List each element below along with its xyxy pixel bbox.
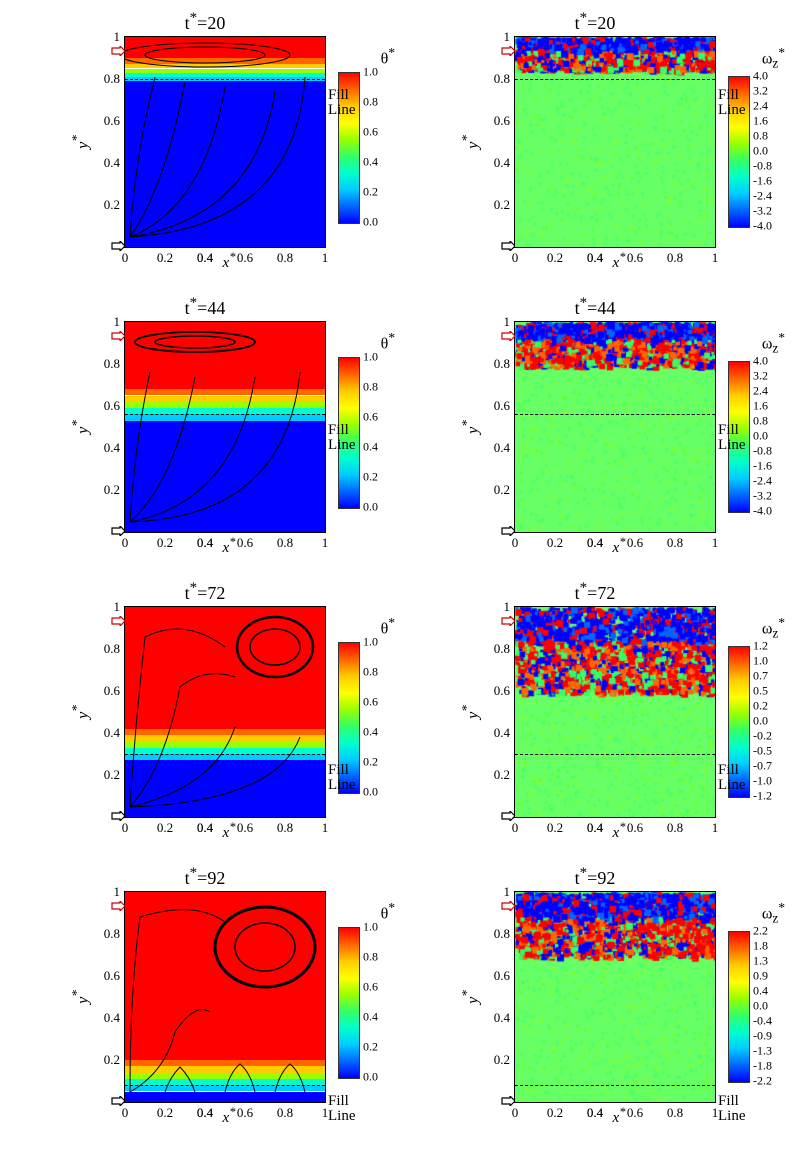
inlet-arrow-top-icon	[501, 898, 515, 908]
panel-theta-t20: t*=20 y* 0.20.40.60.81 FillLine 00.20.40…	[10, 10, 400, 290]
plot-area	[514, 891, 716, 1103]
panel-title: t*=44	[575, 295, 616, 319]
inlet-arrow-top-icon	[111, 613, 125, 623]
y-axis-ticks: 0.20.40.60.81	[484, 607, 514, 817]
colorbar: θ* 0.00.20.40.60.81.0	[338, 45, 395, 224]
panel-title: t*=92	[185, 865, 226, 889]
panel-title: t*=72	[185, 580, 226, 604]
inlet-arrow-bottom-icon	[111, 808, 125, 818]
x-axis-label: x*	[613, 250, 626, 272]
panel-omega-t72: t*=72 y* 0.20.40.60.81 FillLine 00.20.40…	[400, 580, 790, 860]
inlet-arrow-top-icon	[111, 328, 125, 338]
inlet-arrow-bottom-icon	[111, 238, 125, 248]
inlet-arrow-bottom-icon	[111, 1093, 125, 1103]
x-axis-label: x*	[613, 1105, 626, 1127]
inlet-arrow-top-icon	[501, 328, 515, 338]
x-axis: 00.20.40.81 0.4 x* 0.6	[125, 248, 325, 278]
colorbar: θ* 0.00.20.40.60.81.0	[338, 900, 395, 1079]
fill-line	[515, 754, 715, 755]
y-axis-label: y*	[69, 705, 92, 719]
panel-title: t*=44	[185, 295, 226, 319]
x-axis: 00.20.40.81 0.4 x* 0.6	[125, 818, 325, 848]
x-axis: 00.20.40.81 0.4 x* 0.6	[125, 1103, 325, 1133]
y-axis-ticks: 0.20.40.60.81	[484, 892, 514, 1102]
y-axis-ticks: 0.20.40.60.81	[94, 892, 124, 1102]
y-axis-ticks: 0.20.40.60.81	[94, 607, 124, 817]
plot-area	[514, 321, 716, 533]
y-axis-label: y*	[459, 420, 482, 434]
fill-line-label: FillLine	[718, 1094, 746, 1124]
y-axis-label: y*	[69, 420, 92, 434]
inlet-arrow-top-icon	[111, 898, 125, 908]
inlet-arrow-top-icon	[501, 613, 515, 623]
colorbar: ωz* -4.0-3.2-2.4-1.6-0.80.00.81.62.43.24…	[728, 45, 785, 228]
inlet-arrow-top-icon	[501, 43, 515, 53]
y-axis-ticks: 0.20.40.60.81	[484, 322, 514, 532]
x-axis-label: x*	[223, 1105, 236, 1127]
fill-line-label: FillLine	[328, 423, 356, 453]
panel-omega-t44: t*=44 y* 0.20.40.60.81 FillLine 00.20.40…	[400, 295, 790, 575]
fill-line	[515, 414, 715, 415]
x-axis-label: x*	[223, 250, 236, 272]
plot-area	[124, 36, 326, 248]
x-axis: 00.20.40.81 0.4 x* 0.6	[515, 1103, 715, 1133]
fill-line-label: FillLine	[718, 763, 746, 793]
x-axis: 00.20.40.81 0.4 x* 0.6	[515, 533, 715, 563]
y-axis-label: y*	[459, 705, 482, 719]
y-axis-ticks: 0.20.40.60.81	[94, 37, 124, 247]
colorbar: ωz* -2.2-1.8-1.3-0.9-0.40.00.40.91.31.82…	[728, 900, 785, 1083]
x-axis: 00.20.40.81 0.4 x* 0.6	[515, 818, 715, 848]
colorbar: ωz* -4.0-3.2-2.4-1.6-0.80.00.81.62.43.24…	[728, 330, 785, 513]
fill-line	[125, 754, 325, 755]
x-axis-label: x*	[613, 820, 626, 842]
x-axis-label: x*	[223, 820, 236, 842]
inlet-arrow-bottom-icon	[501, 808, 515, 818]
panel-title: t*=20	[185, 10, 226, 34]
fill-line-label: FillLine	[328, 763, 356, 793]
plot-area	[124, 606, 326, 818]
y-axis-label: y*	[459, 990, 482, 1004]
fill-line	[125, 414, 325, 415]
fill-line	[125, 79, 325, 80]
y-axis-label: y*	[459, 135, 482, 149]
inlet-arrow-bottom-icon	[501, 523, 515, 533]
plot-area	[124, 891, 326, 1103]
fill-line	[125, 1085, 325, 1086]
fill-line	[515, 79, 715, 80]
y-axis-ticks: 0.20.40.60.81	[94, 322, 124, 532]
panel-theta-t72: t*=72 y* 0.20.40.60.81 FillLine 00.20.40…	[10, 580, 400, 860]
plot-area	[124, 321, 326, 533]
x-axis-label: x*	[613, 535, 626, 557]
colorbar: θ* 0.00.20.40.60.81.0	[338, 330, 395, 509]
panel-title: t*=72	[575, 580, 616, 604]
plot-area	[514, 36, 716, 248]
fill-line-label: FillLine	[328, 88, 356, 118]
inlet-arrow-top-icon	[111, 43, 125, 53]
panel-omega-t20: t*=20 y* 0.20.40.60.81 FillLine 00.20.40…	[400, 10, 790, 290]
y-axis-label: y*	[69, 990, 92, 1004]
y-axis-label: y*	[69, 135, 92, 149]
fill-line	[515, 1085, 715, 1086]
fill-line-label: FillLine	[718, 88, 746, 118]
plot-area	[514, 606, 716, 818]
panel-title: t*=92	[575, 865, 616, 889]
panel-omega-t92: t*=92 y* 0.20.40.60.81 FillLine 00.20.40…	[400, 865, 790, 1145]
y-axis-ticks: 0.20.40.60.81	[484, 37, 514, 247]
x-axis: 00.20.40.81 0.4 x* 0.6	[515, 248, 715, 278]
x-axis-label: x*	[223, 535, 236, 557]
inlet-arrow-bottom-icon	[501, 238, 515, 248]
fill-line-label: FillLine	[328, 1094, 356, 1124]
panel-theta-t44: t*=44 y* 0.20.40.60.81 FillLine 00.20.40…	[10, 295, 400, 575]
inlet-arrow-bottom-icon	[111, 523, 125, 533]
fill-line-label: FillLine	[718, 423, 746, 453]
x-axis: 00.20.40.81 0.4 x* 0.6	[125, 533, 325, 563]
panel-theta-t92: t*=92 y* 0.20.40.60.81 FillLine 00.20.40…	[10, 865, 400, 1145]
panel-title: t*=20	[575, 10, 616, 34]
inlet-arrow-bottom-icon	[501, 1093, 515, 1103]
